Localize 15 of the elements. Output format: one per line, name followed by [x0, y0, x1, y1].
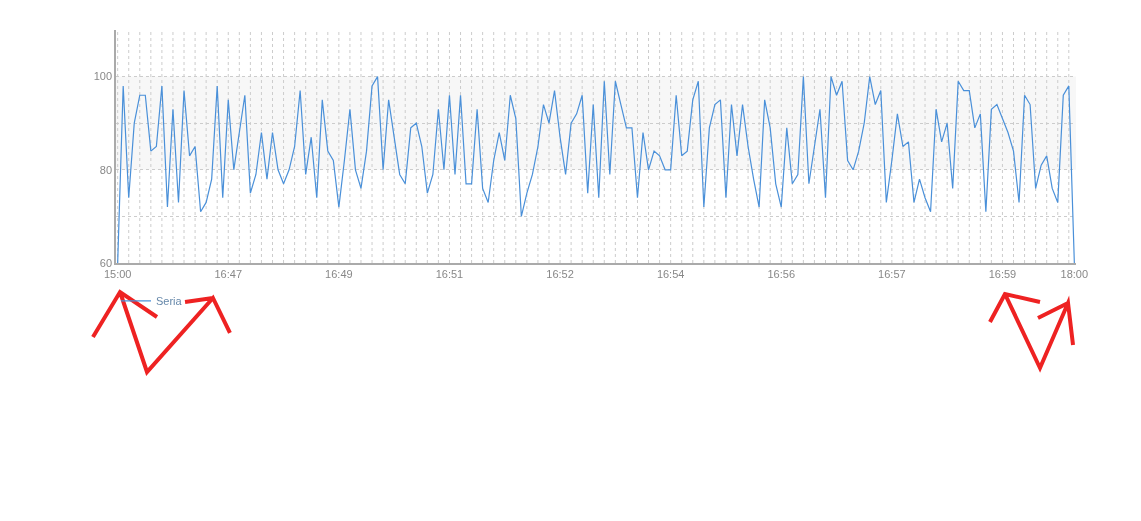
line-series [117, 76, 1075, 263]
x-tick-label: 16:47 [214, 267, 243, 280]
x-tick-label: 16:56 [767, 267, 796, 280]
legend-label: Seria [156, 295, 183, 308]
x-tick-label: 16:52 [546, 267, 574, 280]
x-tick-label: 16:59 [988, 267, 1017, 280]
x-tick-label: 15:00 [103, 267, 132, 280]
y-tick-label: 80 [99, 163, 113, 176]
y-tick-label: 100 [93, 70, 113, 83]
x-tick-label: 16:54 [656, 267, 685, 280]
x-tick-label: 16:51 [435, 267, 464, 280]
x-tick-label: 18:00 [1060, 267, 1089, 280]
y-tick-label: 60 [99, 256, 113, 269]
x-tick-label: 16:57 [878, 267, 906, 280]
x-tick-label: 16:49 [325, 267, 353, 280]
